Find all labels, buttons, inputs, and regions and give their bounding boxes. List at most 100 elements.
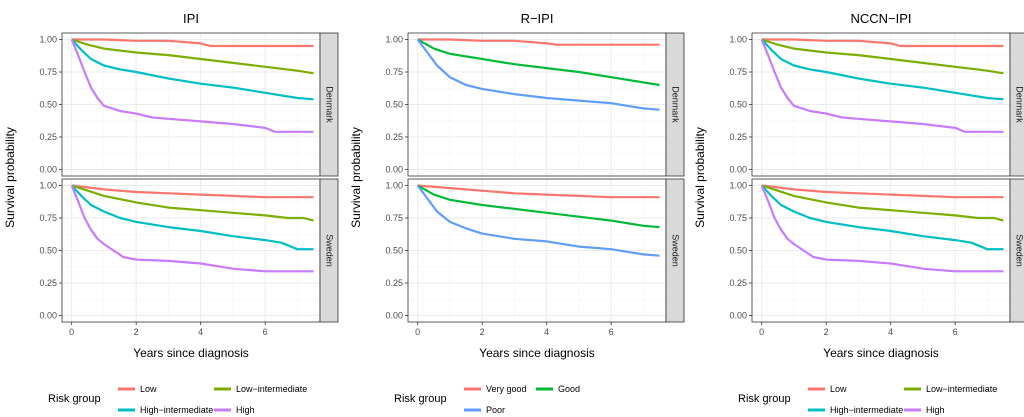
legend-title: Risk group bbox=[738, 393, 791, 405]
survival-curve-low bbox=[761, 38, 1004, 48]
y-tick-label: 0.50 bbox=[729, 246, 747, 256]
legend-label: Low bbox=[140, 384, 157, 394]
legend-label: Low−intermediate bbox=[926, 384, 997, 394]
y-tick-label: 0.00 bbox=[385, 311, 403, 321]
facet-strip bbox=[665, 32, 685, 177]
chart-3: NCCN−IPI Survival probability 0.00 0.25 0.50… bbox=[693, 11, 1024, 415]
y-tick-label: 0.50 bbox=[39, 100, 57, 110]
facet-strip-label: Denmark bbox=[325, 86, 335, 123]
legend-label: High bbox=[236, 405, 255, 415]
y-tick-label: 0.75 bbox=[39, 67, 57, 77]
y-tick-label: 0.00 bbox=[39, 311, 57, 321]
chart-title: NCCN−IPI bbox=[850, 11, 911, 26]
y-tick-label: 1.00 bbox=[39, 35, 57, 45]
facet-strip-label: Denmark bbox=[1015, 86, 1024, 123]
facet-panel-sweden: 0.00 0.25 0.50 0.75 1.00 Sweden bbox=[385, 178, 685, 323]
y-tick-label: 1.00 bbox=[39, 181, 57, 191]
legend: Risk group Low Low−intermediate High−interm… bbox=[48, 384, 307, 415]
survival-curve-high bbox=[70, 39, 314, 133]
facet-strip bbox=[1009, 32, 1024, 177]
legend-label: High−intermediate bbox=[140, 405, 213, 415]
x-axis-label: Years since diagnosis bbox=[133, 346, 249, 360]
facet-strip-label: Sweden bbox=[325, 234, 335, 267]
legend-label: Low−intermediate bbox=[236, 384, 307, 394]
legend-label: High−intermediate bbox=[830, 405, 903, 415]
y-tick-label: 1.00 bbox=[729, 35, 747, 45]
facet-strip-label: Sweden bbox=[671, 234, 681, 267]
facet-strip bbox=[665, 178, 685, 323]
survival-curve-high-intermediate bbox=[70, 38, 314, 101]
facet-strip bbox=[319, 178, 339, 323]
survival-curve-high bbox=[760, 39, 1004, 133]
y-tick-label: 0.75 bbox=[385, 67, 403, 77]
survival-curve-low-intermediate bbox=[761, 38, 1004, 75]
x-axis-label: Years since diagnosis bbox=[823, 346, 939, 360]
legend-title: Risk group bbox=[394, 393, 447, 405]
legend-title: Risk group bbox=[48, 393, 101, 405]
y-tick-label: 0.75 bbox=[729, 67, 747, 77]
facet-panel-denmark: 0.00 0.25 0.50 0.75 1.00 Denmark bbox=[39, 32, 339, 177]
x-tick-label: 2 bbox=[134, 327, 139, 337]
y-tick-label: 0.00 bbox=[729, 165, 747, 175]
y-tick-label: 0.50 bbox=[39, 246, 57, 256]
y-axis-label: Survival probability bbox=[3, 127, 17, 228]
survival-curve-high-intermediate bbox=[70, 184, 314, 251]
x-tick-label: 6 bbox=[953, 327, 958, 337]
survival-curve-poor bbox=[416, 38, 660, 111]
survival-curve-good bbox=[417, 38, 660, 87]
y-tick-label: 0.50 bbox=[385, 246, 403, 256]
survival-curve-low bbox=[761, 184, 1004, 199]
x-tick-label: 4 bbox=[888, 327, 893, 337]
survival-curve-high-intermediate bbox=[760, 38, 1004, 101]
legend: Risk group Very good Good Poor bbox=[394, 384, 580, 415]
y-tick-label: 1.00 bbox=[729, 181, 747, 191]
y-tick-label: 0.25 bbox=[39, 278, 57, 288]
legend: Risk group Low Low−intermediate High−interm… bbox=[738, 384, 997, 415]
chart-1: IPI Survival probability 0.00 0.25 0.50 0.75 1… bbox=[3, 11, 339, 415]
facet-panel-denmark: 0.00 0.25 0.50 0.75 1.00 Denmark bbox=[729, 32, 1024, 177]
chart-title: R−IPI bbox=[521, 11, 554, 26]
survival-curve-very-good bbox=[417, 38, 660, 46]
legend-label: Low bbox=[830, 384, 847, 394]
y-tick-label: 0.25 bbox=[385, 278, 403, 288]
survival-curve-high-intermediate bbox=[760, 184, 1004, 251]
x-tick-label: 2 bbox=[480, 327, 485, 337]
y-tick-label: 0.25 bbox=[385, 132, 403, 142]
y-tick-label: 1.00 bbox=[385, 181, 403, 191]
survival-curve-low-intermediate bbox=[71, 184, 314, 222]
facet-strip-label: Sweden bbox=[1015, 234, 1024, 267]
legend-label: Good bbox=[558, 384, 580, 394]
y-tick-label: 0.25 bbox=[729, 132, 747, 142]
legend-label: High bbox=[926, 405, 945, 415]
y-tick-label: 0.25 bbox=[729, 278, 747, 288]
survival-curve-poor bbox=[416, 184, 660, 257]
y-tick-label: 0.50 bbox=[385, 100, 403, 110]
facet-panel-denmark: 0.00 0.25 0.50 0.75 1.00 Denmark bbox=[385, 32, 685, 177]
y-tick-label: 0.75 bbox=[385, 213, 403, 223]
x-tick-label: 0 bbox=[759, 327, 764, 337]
legend-label: Poor bbox=[486, 405, 505, 415]
x-tick-label: 2 bbox=[824, 327, 829, 337]
survival-curve-high bbox=[760, 185, 1004, 273]
y-axis-label: Survival probability bbox=[349, 127, 363, 228]
x-tick-label: 6 bbox=[609, 327, 614, 337]
y-tick-label: 0.75 bbox=[729, 213, 747, 223]
y-tick-label: 1.00 bbox=[385, 35, 403, 45]
survival-curve-high bbox=[70, 185, 314, 273]
survival-curve-very-good bbox=[417, 184, 660, 199]
x-tick-label: 4 bbox=[544, 327, 549, 337]
x-tick-label: 4 bbox=[198, 327, 203, 337]
y-tick-label: 0.25 bbox=[39, 132, 57, 142]
y-tick-label: 0.50 bbox=[729, 100, 747, 110]
facet-strip bbox=[1009, 178, 1024, 323]
survival-curve-low bbox=[71, 184, 314, 199]
y-tick-label: 0.00 bbox=[39, 165, 57, 175]
survival-curve-good bbox=[417, 184, 660, 229]
x-tick-label: 0 bbox=[69, 327, 74, 337]
chart-2: R−IPI Survival probability 0.00 0.25 0.50 0.7… bbox=[349, 11, 685, 415]
facet-strip bbox=[319, 32, 339, 177]
y-axis-label: Survival probability bbox=[693, 127, 707, 228]
legend-label: Very good bbox=[486, 384, 527, 394]
y-tick-label: 0.00 bbox=[729, 311, 747, 321]
